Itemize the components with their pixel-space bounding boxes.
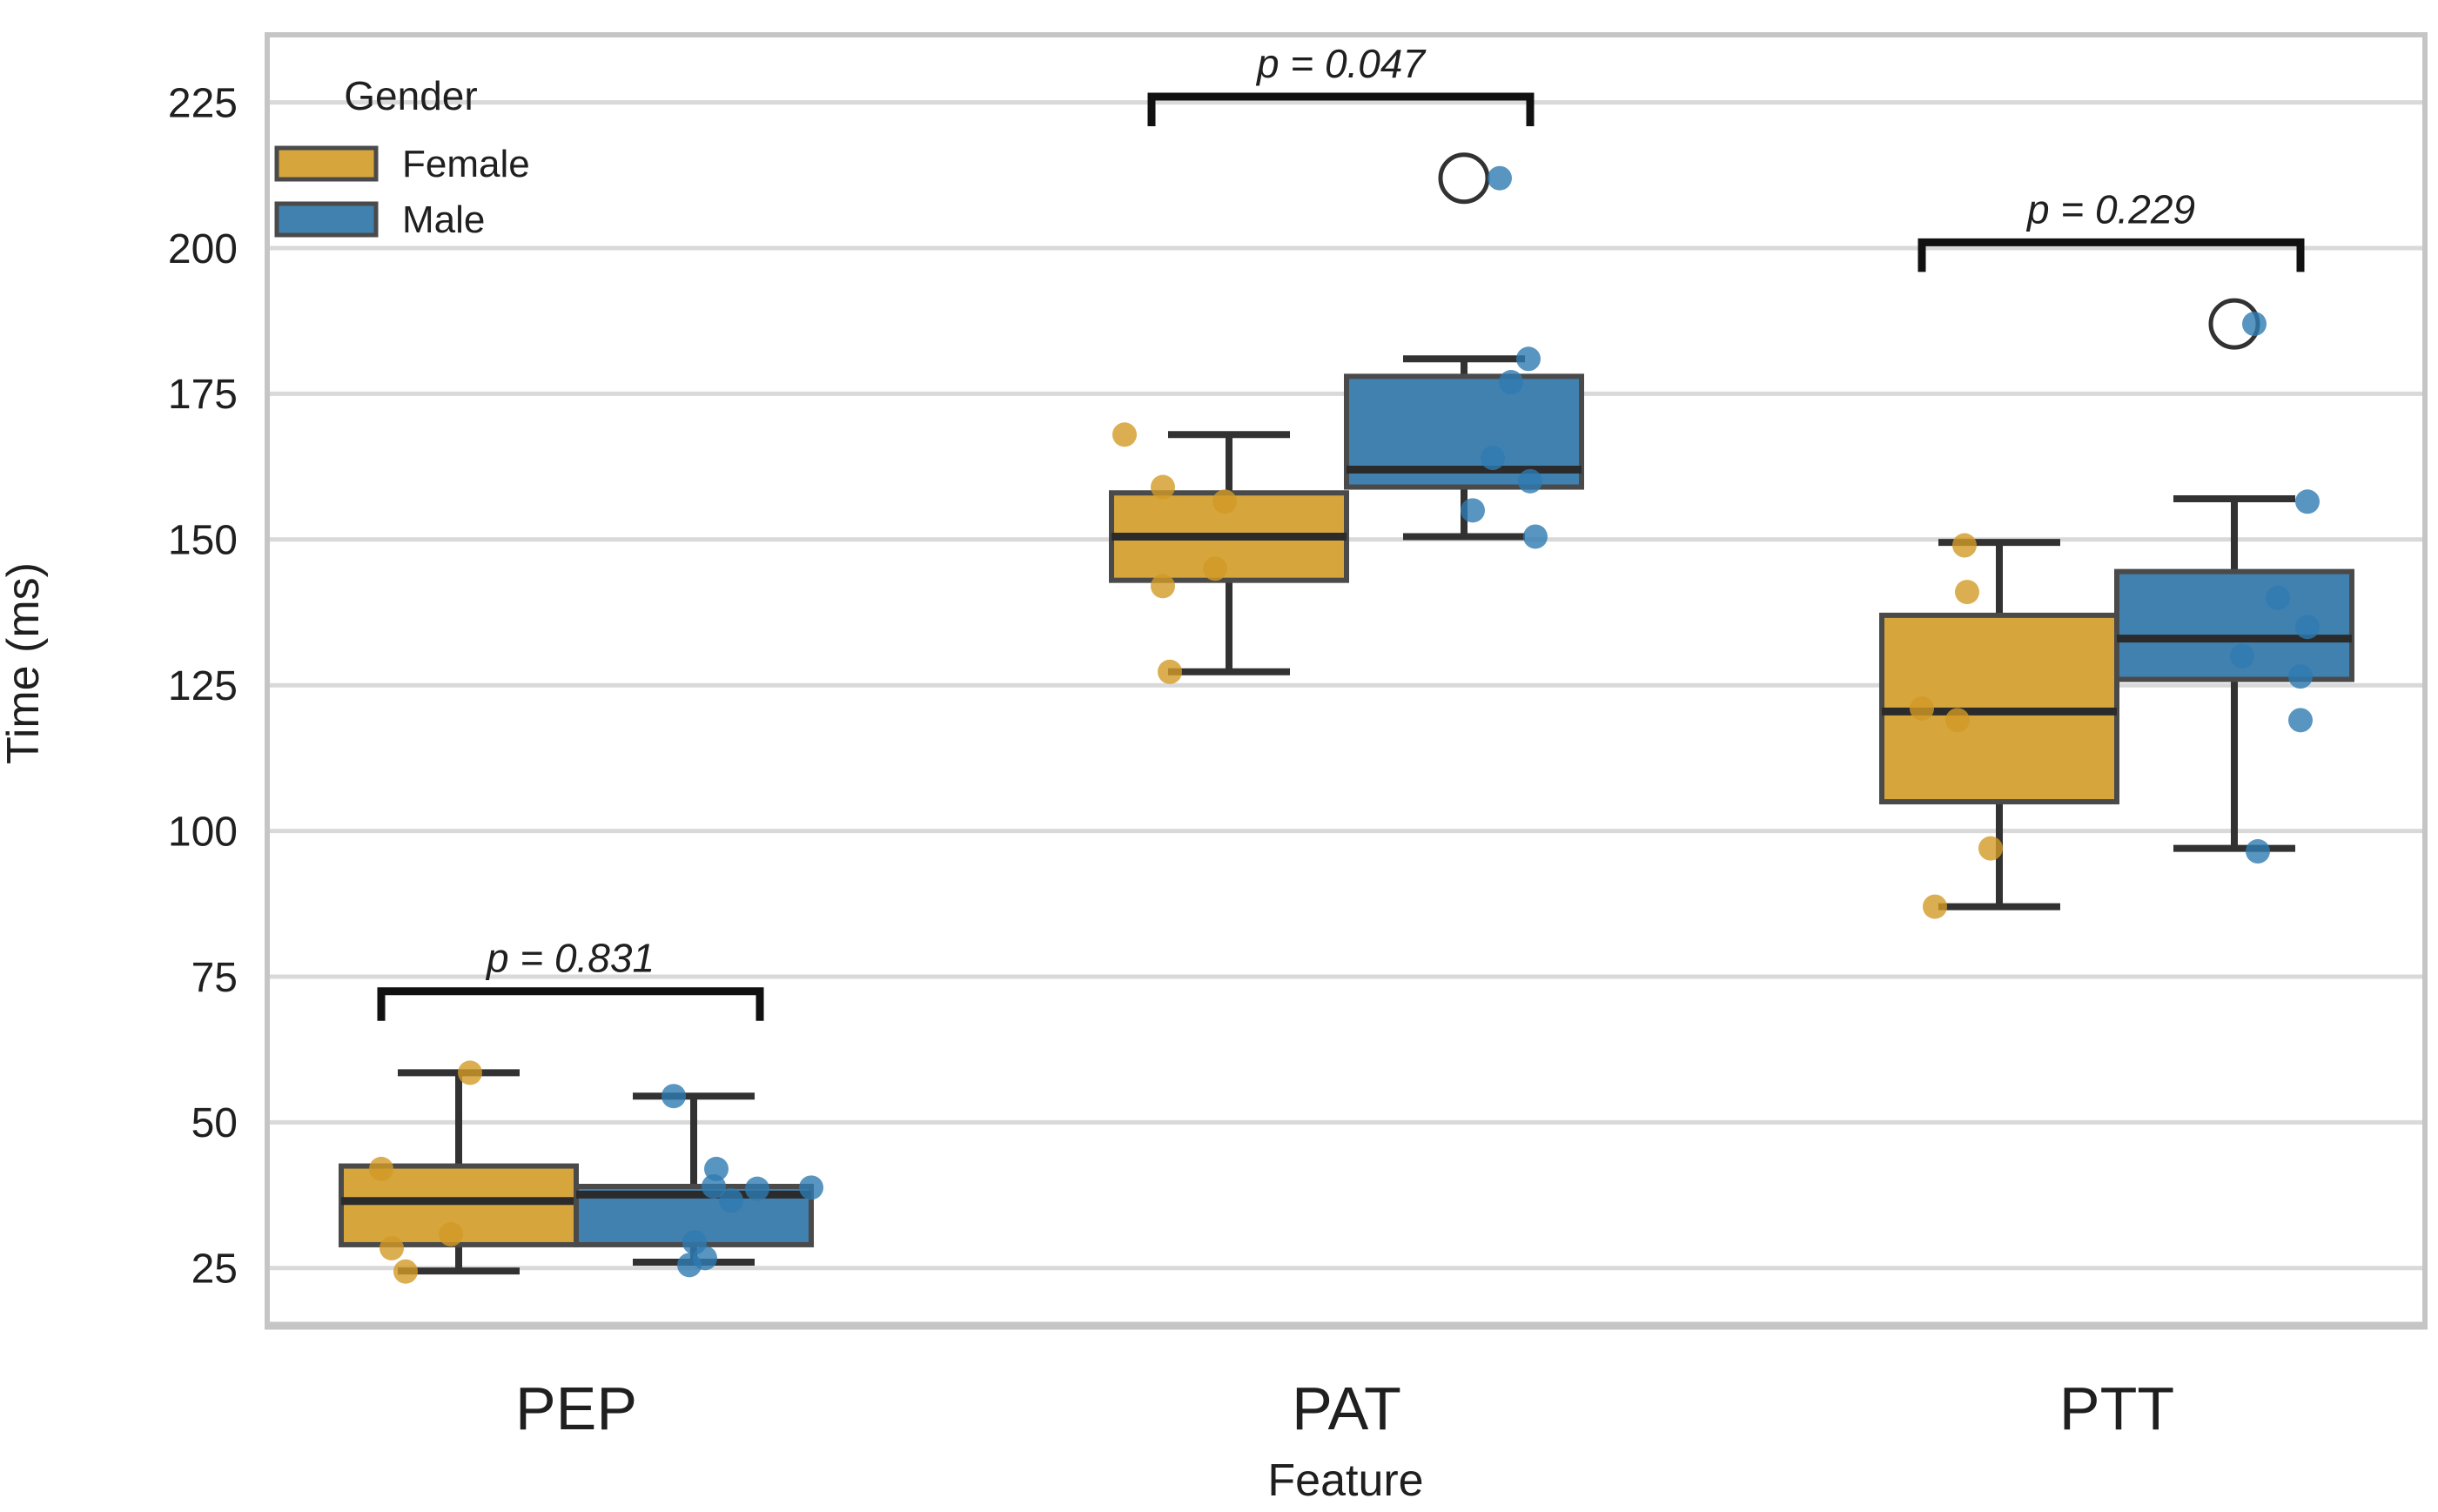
strip-point-male	[1461, 498, 1485, 523]
strip-point-female	[458, 1060, 482, 1085]
strip-point-male	[2242, 312, 2267, 337]
strip-point-male	[1499, 370, 1523, 395]
legend-swatch-female-icon	[274, 145, 379, 182]
strip-point-female	[1955, 580, 1979, 605]
strip-point-male	[1488, 165, 1512, 191]
p-value-annotation: p = 0.229	[2025, 186, 2195, 232]
x-tick-label: PEP	[515, 1374, 637, 1442]
strip-point-female	[1978, 836, 2003, 861]
x-axis-title: Feature	[1267, 1455, 1423, 1506]
strip-point-female	[369, 1156, 393, 1181]
strip-point-male	[2266, 585, 2290, 610]
strip-point-male	[1523, 524, 1548, 549]
legend-label-female: Female	[402, 143, 530, 185]
y-tick-label: 25	[191, 1247, 238, 1293]
strip-point-male	[799, 1175, 823, 1200]
strip-point-male	[2288, 708, 2313, 733]
strip-point-male	[702, 1173, 726, 1199]
strip-point-female	[1212, 489, 1237, 514]
y-tick-label: 225	[168, 80, 238, 126]
strip-point-female	[393, 1259, 418, 1284]
legend-label-male: Male	[402, 198, 485, 241]
strip-point-female	[1952, 533, 1977, 558]
plot-area: 25 50 75 100 125 150 175 200 225 p = 0.831 p = 0.0…	[168, 32, 2428, 1442]
box-group-female-PAT	[1109, 431, 1349, 675]
strip-point-female	[439, 1221, 463, 1247]
outlier-marker	[1438, 152, 1490, 205]
y-tick-label: 100	[168, 809, 238, 855]
box-group-male-PAT	[1344, 152, 1584, 541]
strip-point-female	[1158, 659, 1182, 684]
y-tick-label: 75	[191, 955, 238, 1001]
legend-swatch-male-icon	[274, 201, 379, 238]
strip-point-female	[379, 1235, 404, 1260]
strip-point-male	[1516, 346, 1541, 372]
x-tick-label: PTT	[2059, 1374, 2174, 1442]
y-tick-label: 50	[191, 1100, 238, 1146]
significance-bracket	[1147, 92, 1535, 126]
strip-point-male	[1518, 468, 1542, 494]
strip-point-female	[1203, 556, 1227, 581]
p-value-annotation: p = 0.831	[485, 936, 655, 981]
strip-point-male	[662, 1084, 686, 1109]
significance-bracket	[377, 987, 764, 1021]
y-tick-label: 200	[168, 226, 238, 272]
strip-point-male	[2288, 664, 2313, 689]
strip-point-female	[1923, 894, 1947, 919]
significance-bracket	[1917, 238, 2305, 272]
strip-point-male	[677, 1253, 702, 1278]
strip-point-female	[1910, 696, 1934, 721]
strip-point-female	[1112, 422, 1137, 447]
strip-point-female	[1151, 474, 1175, 500]
box-group-male-PTT	[2114, 298, 2354, 852]
strip-point-female	[1151, 574, 1175, 599]
y-tick-label: 150	[168, 518, 238, 564]
y-axis-title: Time (ms)	[0, 562, 49, 764]
strip-point-male	[1481, 446, 1505, 471]
strip-point-female	[1945, 708, 1970, 733]
strip-point-male	[745, 1176, 769, 1201]
legend-title: Gender	[344, 73, 477, 118]
legend: Gender Female Male	[274, 73, 530, 241]
strip-point-male	[2295, 615, 2320, 640]
y-tick-label: 125	[168, 663, 238, 709]
x-tick-label: PAT	[1292, 1374, 1401, 1442]
strip-point-male	[2295, 489, 2320, 514]
strip-point-male	[2230, 643, 2254, 669]
y-tick-label: 175	[168, 372, 238, 418]
p-value-annotation: p = 0.047	[1255, 41, 1427, 86]
strip-point-male	[719, 1188, 743, 1213]
strip-point-male	[2246, 839, 2270, 864]
